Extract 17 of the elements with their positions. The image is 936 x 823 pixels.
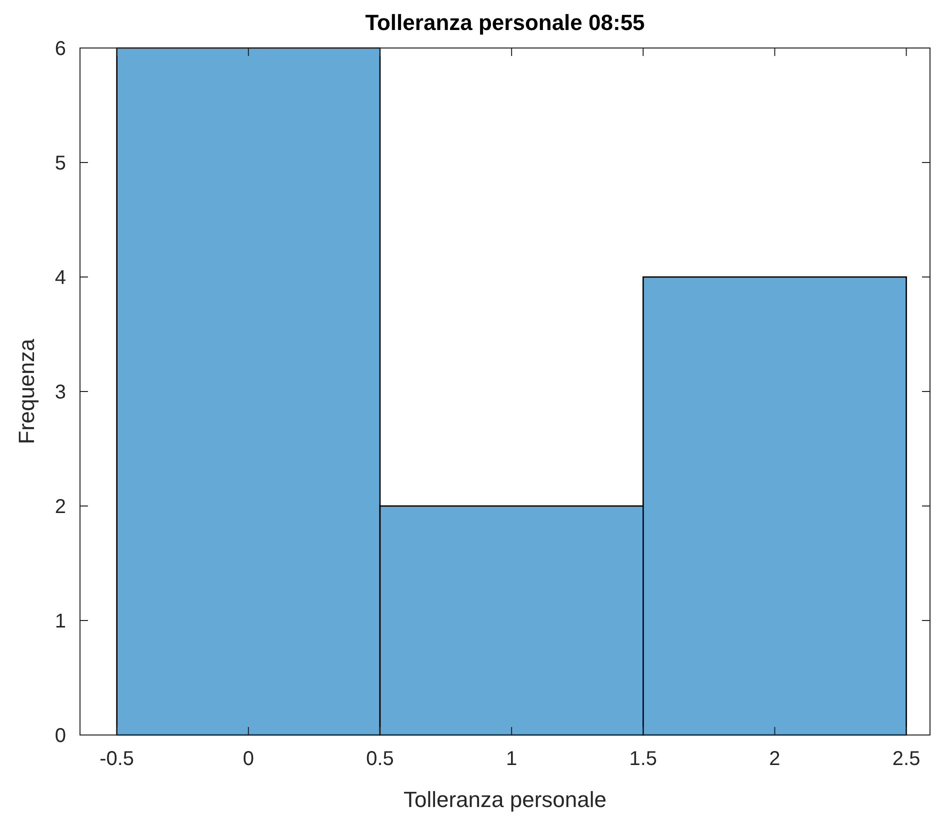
y-tick-label: 4 xyxy=(54,267,66,289)
x-tick-label: -0.5 xyxy=(100,748,134,770)
chart-title: Tolleranza personale 08:55 xyxy=(365,10,645,35)
x-tick-label: 0 xyxy=(242,748,254,770)
x-axis-title: Tolleranza personale xyxy=(403,787,607,812)
x-tick-label: 2.5 xyxy=(892,748,920,770)
x-tick-label: 2 xyxy=(769,748,780,770)
y-tick-label: 1 xyxy=(54,610,66,632)
y-tick-label: 0 xyxy=(54,725,66,747)
x-tick-label: 0.5 xyxy=(366,748,394,770)
y-tick-label: 2 xyxy=(54,496,66,518)
y-axis-title: Frequenza xyxy=(14,338,39,444)
x-tick-label: 1.5 xyxy=(629,748,658,770)
y-tick-label: 6 xyxy=(54,38,66,60)
x-tick-label: 1 xyxy=(506,748,518,770)
y-tick-label: 5 xyxy=(54,152,66,174)
y-tick-label: 3 xyxy=(54,382,66,404)
